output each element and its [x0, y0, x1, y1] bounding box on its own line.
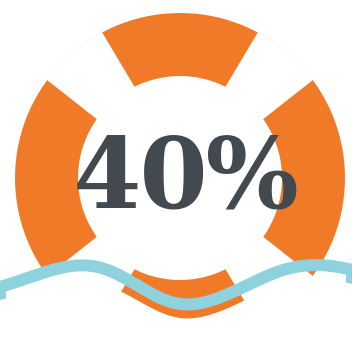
wave-back — [0, 259, 352, 356]
lifebuoy-hole — [78, 76, 282, 280]
percentage-value: 40% — [73, 117, 299, 232]
wave-front — [0, 279, 352, 356]
lifebuoy-icon — [15, 13, 345, 343]
water-waves — [0, 259, 352, 356]
